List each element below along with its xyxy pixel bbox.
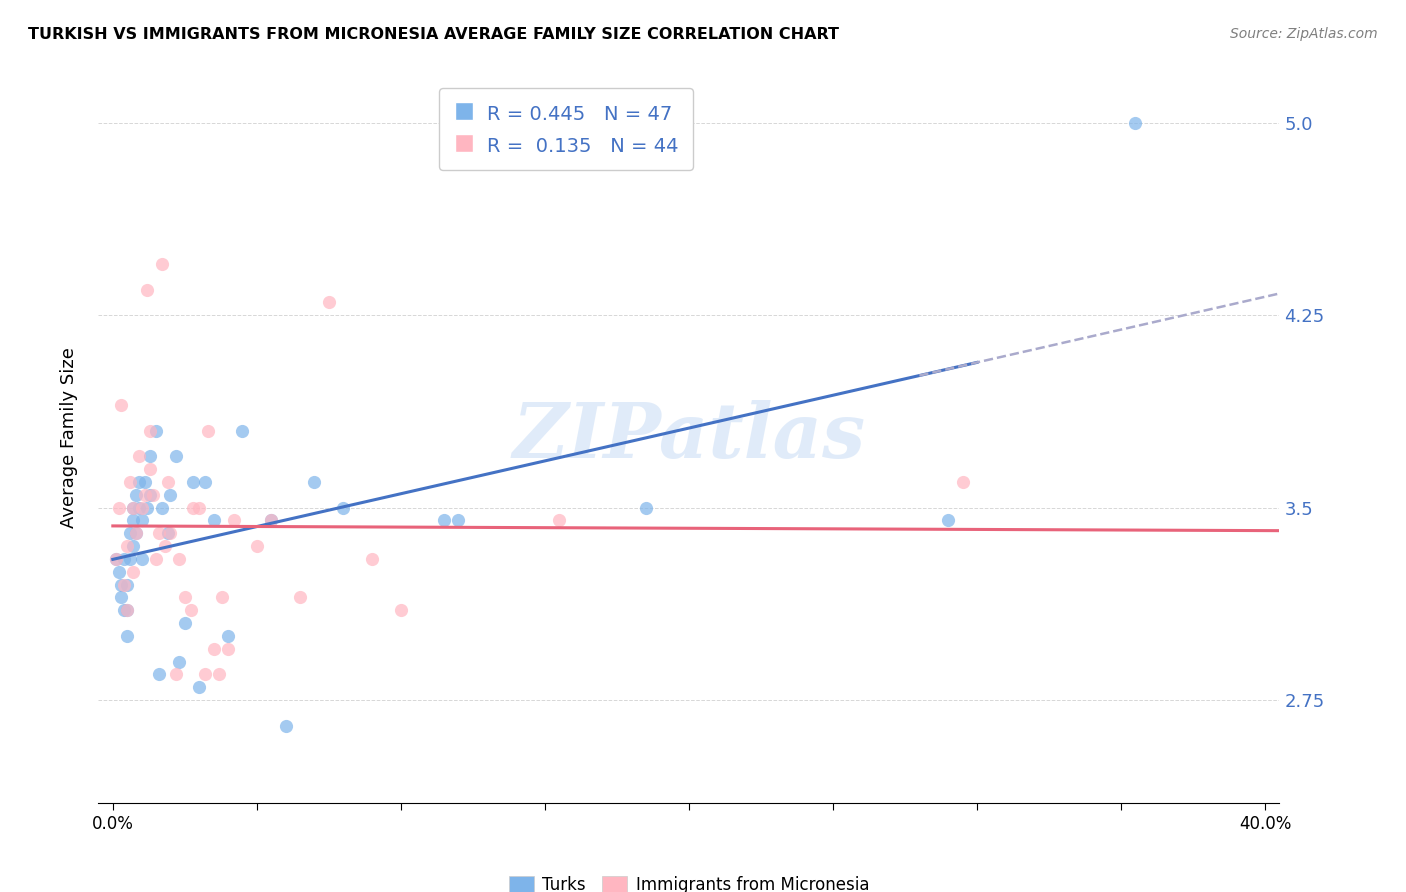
Point	[110, 591, 132, 605]
Point	[139, 488, 162, 502]
Point	[389, 603, 412, 617]
Point	[183, 500, 205, 515]
Point	[104, 552, 127, 566]
Point	[120, 475, 142, 489]
Point	[115, 603, 138, 617]
Point	[125, 526, 148, 541]
Point	[231, 424, 253, 438]
Point	[173, 591, 195, 605]
Point	[332, 500, 354, 515]
Point	[183, 475, 205, 489]
Point	[165, 667, 187, 681]
Point	[952, 475, 974, 489]
Point	[217, 629, 239, 643]
Point	[136, 500, 159, 515]
Point	[318, 295, 340, 310]
Point	[107, 500, 129, 515]
Point	[274, 719, 297, 733]
Point	[1125, 116, 1147, 130]
Point	[142, 488, 165, 502]
Point	[115, 577, 138, 591]
Point	[260, 514, 283, 528]
Y-axis label: Average Family Size: Average Family Size	[59, 347, 77, 527]
Point	[122, 539, 145, 553]
Point	[173, 616, 195, 631]
Point	[120, 552, 142, 566]
Point	[134, 475, 156, 489]
Point	[361, 552, 384, 566]
Point	[112, 603, 135, 617]
Point	[134, 488, 156, 502]
Point	[150, 500, 173, 515]
Point	[548, 514, 571, 528]
Point	[217, 641, 239, 656]
Point	[180, 603, 202, 617]
Point	[202, 514, 225, 528]
Point	[104, 552, 127, 566]
Point	[136, 283, 159, 297]
Point	[115, 603, 138, 617]
Point	[139, 424, 162, 438]
Point	[304, 475, 326, 489]
Point	[433, 514, 456, 528]
Text: Source: ZipAtlas.com: Source: ZipAtlas.com	[1230, 27, 1378, 41]
Point	[194, 667, 217, 681]
Point	[122, 500, 145, 515]
Point	[159, 488, 181, 502]
Point	[115, 629, 138, 643]
Point	[128, 500, 150, 515]
Point	[145, 552, 167, 566]
Point	[153, 539, 176, 553]
Point	[139, 462, 162, 476]
Point	[145, 424, 167, 438]
Point	[148, 667, 170, 681]
Point	[128, 450, 150, 464]
Point	[167, 655, 190, 669]
Point	[188, 500, 211, 515]
Point	[208, 667, 231, 681]
Point	[139, 450, 162, 464]
Point	[128, 475, 150, 489]
Text: ZIPatlas: ZIPatlas	[512, 401, 866, 474]
Point	[222, 514, 245, 528]
Point	[125, 488, 148, 502]
Point	[131, 500, 153, 515]
Point	[156, 526, 179, 541]
Legend: Turks, Immigrants from Micronesia: Turks, Immigrants from Micronesia	[502, 870, 876, 892]
Point	[447, 514, 470, 528]
Point	[165, 450, 187, 464]
Point	[188, 681, 211, 695]
Point	[936, 514, 959, 528]
Point	[120, 526, 142, 541]
Point	[122, 514, 145, 528]
Point	[150, 257, 173, 271]
Point	[125, 526, 148, 541]
Point	[159, 526, 181, 541]
Point	[202, 641, 225, 656]
Point	[260, 514, 283, 528]
Point	[211, 591, 233, 605]
Point	[156, 475, 179, 489]
Point	[107, 565, 129, 579]
Point	[112, 577, 135, 591]
Point	[110, 577, 132, 591]
Point	[288, 591, 311, 605]
Point	[148, 526, 170, 541]
Point	[122, 500, 145, 515]
Point	[197, 424, 219, 438]
Point	[131, 552, 153, 566]
Point	[110, 398, 132, 412]
Point	[122, 565, 145, 579]
Point	[131, 514, 153, 528]
Point	[115, 539, 138, 553]
Point	[112, 552, 135, 566]
Point	[634, 500, 657, 515]
Point	[246, 539, 269, 553]
Point	[194, 475, 217, 489]
Point	[167, 552, 190, 566]
Text: TURKISH VS IMMIGRANTS FROM MICRONESIA AVERAGE FAMILY SIZE CORRELATION CHART: TURKISH VS IMMIGRANTS FROM MICRONESIA AV…	[28, 27, 839, 42]
